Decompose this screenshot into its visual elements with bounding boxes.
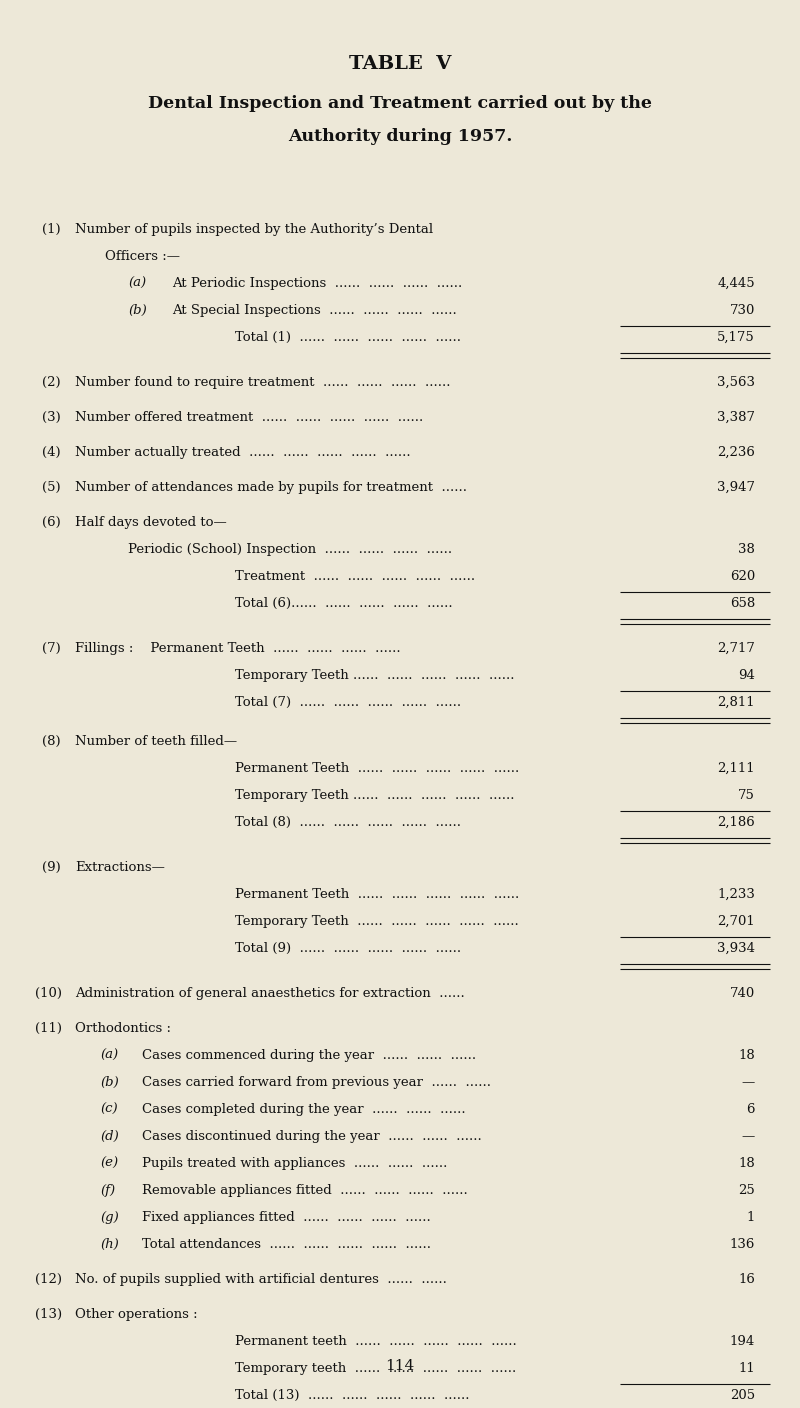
Text: Number of attendances made by pupils for treatment  ......: Number of attendances made by pupils for… [75,482,467,494]
Text: TABLE  V: TABLE V [349,55,451,73]
Text: —: — [742,1131,755,1143]
Text: 2,717: 2,717 [717,642,755,655]
Text: 94: 94 [738,669,755,681]
Text: 136: 136 [730,1238,755,1250]
Text: Cases carried forward from previous year  ......  ......: Cases carried forward from previous year… [142,1076,491,1088]
Text: 2,701: 2,701 [718,915,755,928]
Text: Administration of general anaesthetics for extraction  ......: Administration of general anaesthetics f… [75,987,465,1000]
Text: (8): (8) [42,735,61,748]
Text: 740: 740 [730,987,755,1000]
Text: Total (7)  ......  ......  ......  ......  ......: Total (7) ...... ...... ...... ...... ..… [235,696,461,710]
Text: Number actually treated  ......  ......  ......  ......  ......: Number actually treated ...... ...... ..… [75,446,410,459]
Text: 18: 18 [738,1157,755,1170]
Text: Authority during 1957.: Authority during 1957. [288,128,512,145]
Text: (g): (g) [100,1211,118,1224]
Text: (b): (b) [100,1076,118,1088]
Text: Permanent Teeth  ......  ......  ......  ......  ......: Permanent Teeth ...... ...... ...... ...… [235,762,519,774]
Text: 114: 114 [386,1359,414,1373]
Text: (10): (10) [35,987,62,1000]
Text: Fillings :    Permanent Teeth  ......  ......  ......  ......: Fillings : Permanent Teeth ...... ......… [75,642,401,655]
Text: (c): (c) [100,1102,118,1117]
Text: 3,947: 3,947 [717,482,755,494]
Text: 75: 75 [738,788,755,803]
Text: Other operations :: Other operations : [75,1308,198,1321]
Text: Orthodontics :: Orthodontics : [75,1022,171,1035]
Text: Cases commenced during the year  ......  ......  ......: Cases commenced during the year ...... .… [142,1049,476,1062]
Text: (5): (5) [42,482,61,494]
Text: Total (9)  ......  ......  ......  ......  ......: Total (9) ...... ...... ...... ...... ..… [235,942,461,955]
Text: 1,233: 1,233 [717,888,755,901]
Text: (3): (3) [42,411,61,424]
Text: Fixed appliances fitted  ......  ......  ......  ......: Fixed appliances fitted ...... ...... ..… [142,1211,430,1224]
Text: (11): (11) [35,1022,62,1035]
Text: 658: 658 [730,597,755,610]
Text: Temporary Teeth ......  ......  ......  ......  ......: Temporary Teeth ...... ...... ...... ...… [235,788,514,803]
Text: Pupils treated with appliances  ......  ......  ......: Pupils treated with appliances ...... ..… [142,1157,447,1170]
Text: Officers :—: Officers :— [105,251,180,263]
Text: (a): (a) [100,1049,118,1062]
Text: 730: 730 [730,304,755,317]
Text: 16: 16 [738,1273,755,1286]
Text: Total (13)  ......  ......  ......  ......  ......: Total (13) ...... ...... ...... ...... .… [235,1390,470,1402]
Text: (7): (7) [42,642,61,655]
Text: 6: 6 [746,1102,755,1117]
Text: —: — [742,1076,755,1088]
Text: Total (6)......  ......  ......  ......  ......: Total (6)...... ...... ...... ...... ...… [235,597,453,610]
Text: 3,387: 3,387 [717,411,755,424]
Text: Total (1)  ......  ......  ......  ......  ......: Total (1) ...... ...... ...... ...... ..… [235,331,461,344]
Text: Temporary Teeth  ......  ......  ......  ......  ......: Temporary Teeth ...... ...... ...... ...… [235,915,518,928]
Text: 2,186: 2,186 [718,817,755,829]
Text: Periodic (School) Inspection  ......  ......  ......  ......: Periodic (School) Inspection ...... ....… [128,543,452,556]
Text: 38: 38 [738,543,755,556]
Text: (e): (e) [100,1157,118,1170]
Text: 11: 11 [738,1362,755,1376]
Text: Temporary teeth  ......  ......  ......  ......  ......: Temporary teeth ...... ...... ...... ...… [235,1362,516,1376]
Text: Half days devoted to—: Half days devoted to— [75,515,226,529]
Text: 2,811: 2,811 [718,696,755,710]
Text: No. of pupils supplied with artificial dentures  ......  ......: No. of pupils supplied with artificial d… [75,1273,447,1286]
Text: (4): (4) [42,446,61,459]
Text: At Special Inspections  ......  ......  ......  ......: At Special Inspections ...... ...... ...… [172,304,457,317]
Text: (d): (d) [100,1131,118,1143]
Text: Number found to require treatment  ......  ......  ......  ......: Number found to require treatment ......… [75,376,450,389]
Text: (9): (9) [42,862,61,874]
Text: 2,111: 2,111 [718,762,755,774]
Text: (h): (h) [100,1238,118,1250]
Text: Permanent Teeth  ......  ......  ......  ......  ......: Permanent Teeth ...... ...... ...... ...… [235,888,519,901]
Text: (b): (b) [128,304,146,317]
Text: 5,175: 5,175 [718,331,755,344]
Text: Removable appliances fitted  ......  ......  ......  ......: Removable appliances fitted ...... .....… [142,1184,468,1197]
Text: Cases discontinued during the year  ......  ......  ......: Cases discontinued during the year .....… [142,1131,482,1143]
Text: (6): (6) [42,515,61,529]
Text: 194: 194 [730,1335,755,1347]
Text: (2): (2) [42,376,61,389]
Text: Cases completed during the year  ......  ......  ......: Cases completed during the year ...... .… [142,1102,466,1117]
Text: (12): (12) [35,1273,62,1286]
Text: Temporary Teeth ......  ......  ......  ......  ......: Temporary Teeth ...... ...... ...... ...… [235,669,514,681]
Text: Number of teeth filled—: Number of teeth filled— [75,735,237,748]
Text: Dental Inspection and Treatment carried out by the: Dental Inspection and Treatment carried … [148,94,652,113]
Text: 1: 1 [746,1211,755,1224]
Text: Treatment  ......  ......  ......  ......  ......: Treatment ...... ...... ...... ...... ..… [235,570,475,583]
Text: Permanent teeth  ......  ......  ......  ......  ......: Permanent teeth ...... ...... ...... ...… [235,1335,517,1347]
Text: At Periodic Inspections  ......  ......  ......  ......: At Periodic Inspections ...... ...... ..… [172,277,462,290]
Text: 205: 205 [730,1390,755,1402]
Text: Total attendances  ......  ......  ......  ......  ......: Total attendances ...... ...... ...... .… [142,1238,431,1250]
Text: 4,445: 4,445 [718,277,755,290]
Text: 3,934: 3,934 [717,942,755,955]
Text: 18: 18 [738,1049,755,1062]
Text: Total (8)  ......  ......  ......  ......  ......: Total (8) ...... ...... ...... ...... ..… [235,817,461,829]
Text: (1): (1) [42,222,61,237]
Text: 25: 25 [738,1184,755,1197]
Text: 2,236: 2,236 [717,446,755,459]
Text: Number offered treatment  ......  ......  ......  ......  ......: Number offered treatment ...... ...... .… [75,411,423,424]
Text: (13): (13) [35,1308,62,1321]
Text: (f): (f) [100,1184,115,1197]
Text: Extractions—: Extractions— [75,862,165,874]
Text: Number of pupils inspected by the Authority’s Dental: Number of pupils inspected by the Author… [75,222,433,237]
Text: (a): (a) [128,277,146,290]
Text: 620: 620 [730,570,755,583]
Text: 3,563: 3,563 [717,376,755,389]
